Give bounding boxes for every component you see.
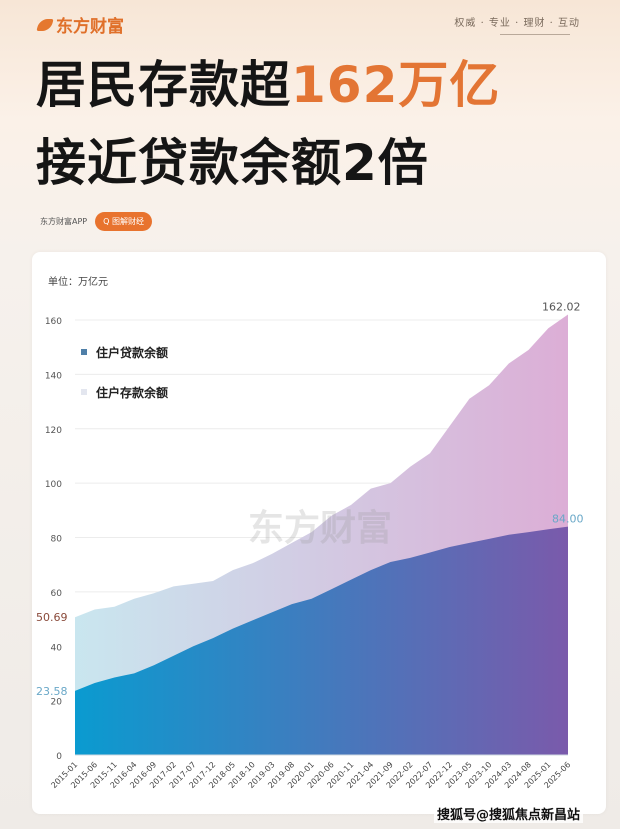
chart-watermark: 东方财富 [248, 507, 392, 549]
loan-end-label: 84.00 [552, 513, 584, 526]
legend-label-loan: 住户贷款余额 [96, 345, 168, 360]
title-highlight: 162万亿 [291, 56, 501, 114]
unit-label: 单位：万亿元 [48, 275, 108, 288]
deposit-end-label: 162.02 [542, 301, 581, 314]
y-tick-label: 60 [51, 589, 63, 599]
brand-logo: 东方财富 [36, 12, 124, 37]
source-label: 东方财富APP [40, 217, 88, 226]
y-tick-label: 40 [51, 643, 63, 653]
slogan: 权威 · 专业 · 理财 · 互动 [454, 18, 580, 29]
y-tick-label: 140 [45, 371, 62, 381]
loan-area [75, 526, 568, 755]
y-tick-label: 100 [45, 480, 62, 490]
brand-name: 东方财富 [56, 17, 124, 37]
y-tick-label: 160 [45, 317, 62, 327]
legend-label-deposit: 住户存款余额 [96, 385, 168, 400]
page-subtitle: 接近贷款余额2倍 [36, 134, 429, 192]
loan-start-label: 23.58 [36, 685, 68, 698]
y-tick-label: 80 [51, 535, 63, 545]
y-tick-label: 120 [45, 426, 62, 436]
title-text: 居民存款超 [36, 56, 291, 114]
divider [500, 34, 570, 35]
source-tag: Q 图解财经 [95, 212, 152, 231]
footer-watermark: 搜狐号@搜狐焦点新昌站 [434, 804, 584, 823]
page-title: 居民存款超162万亿 [36, 60, 500, 110]
y-tick-label: 0 [56, 752, 62, 762]
deposit-start-label: 50.69 [36, 611, 68, 624]
source-row: 东方财富APP Q 图解财经 [40, 212, 152, 231]
legend-swatch-loan [81, 349, 87, 355]
y-tick-label: 20 [51, 698, 63, 708]
legend-swatch-deposit [81, 389, 87, 395]
